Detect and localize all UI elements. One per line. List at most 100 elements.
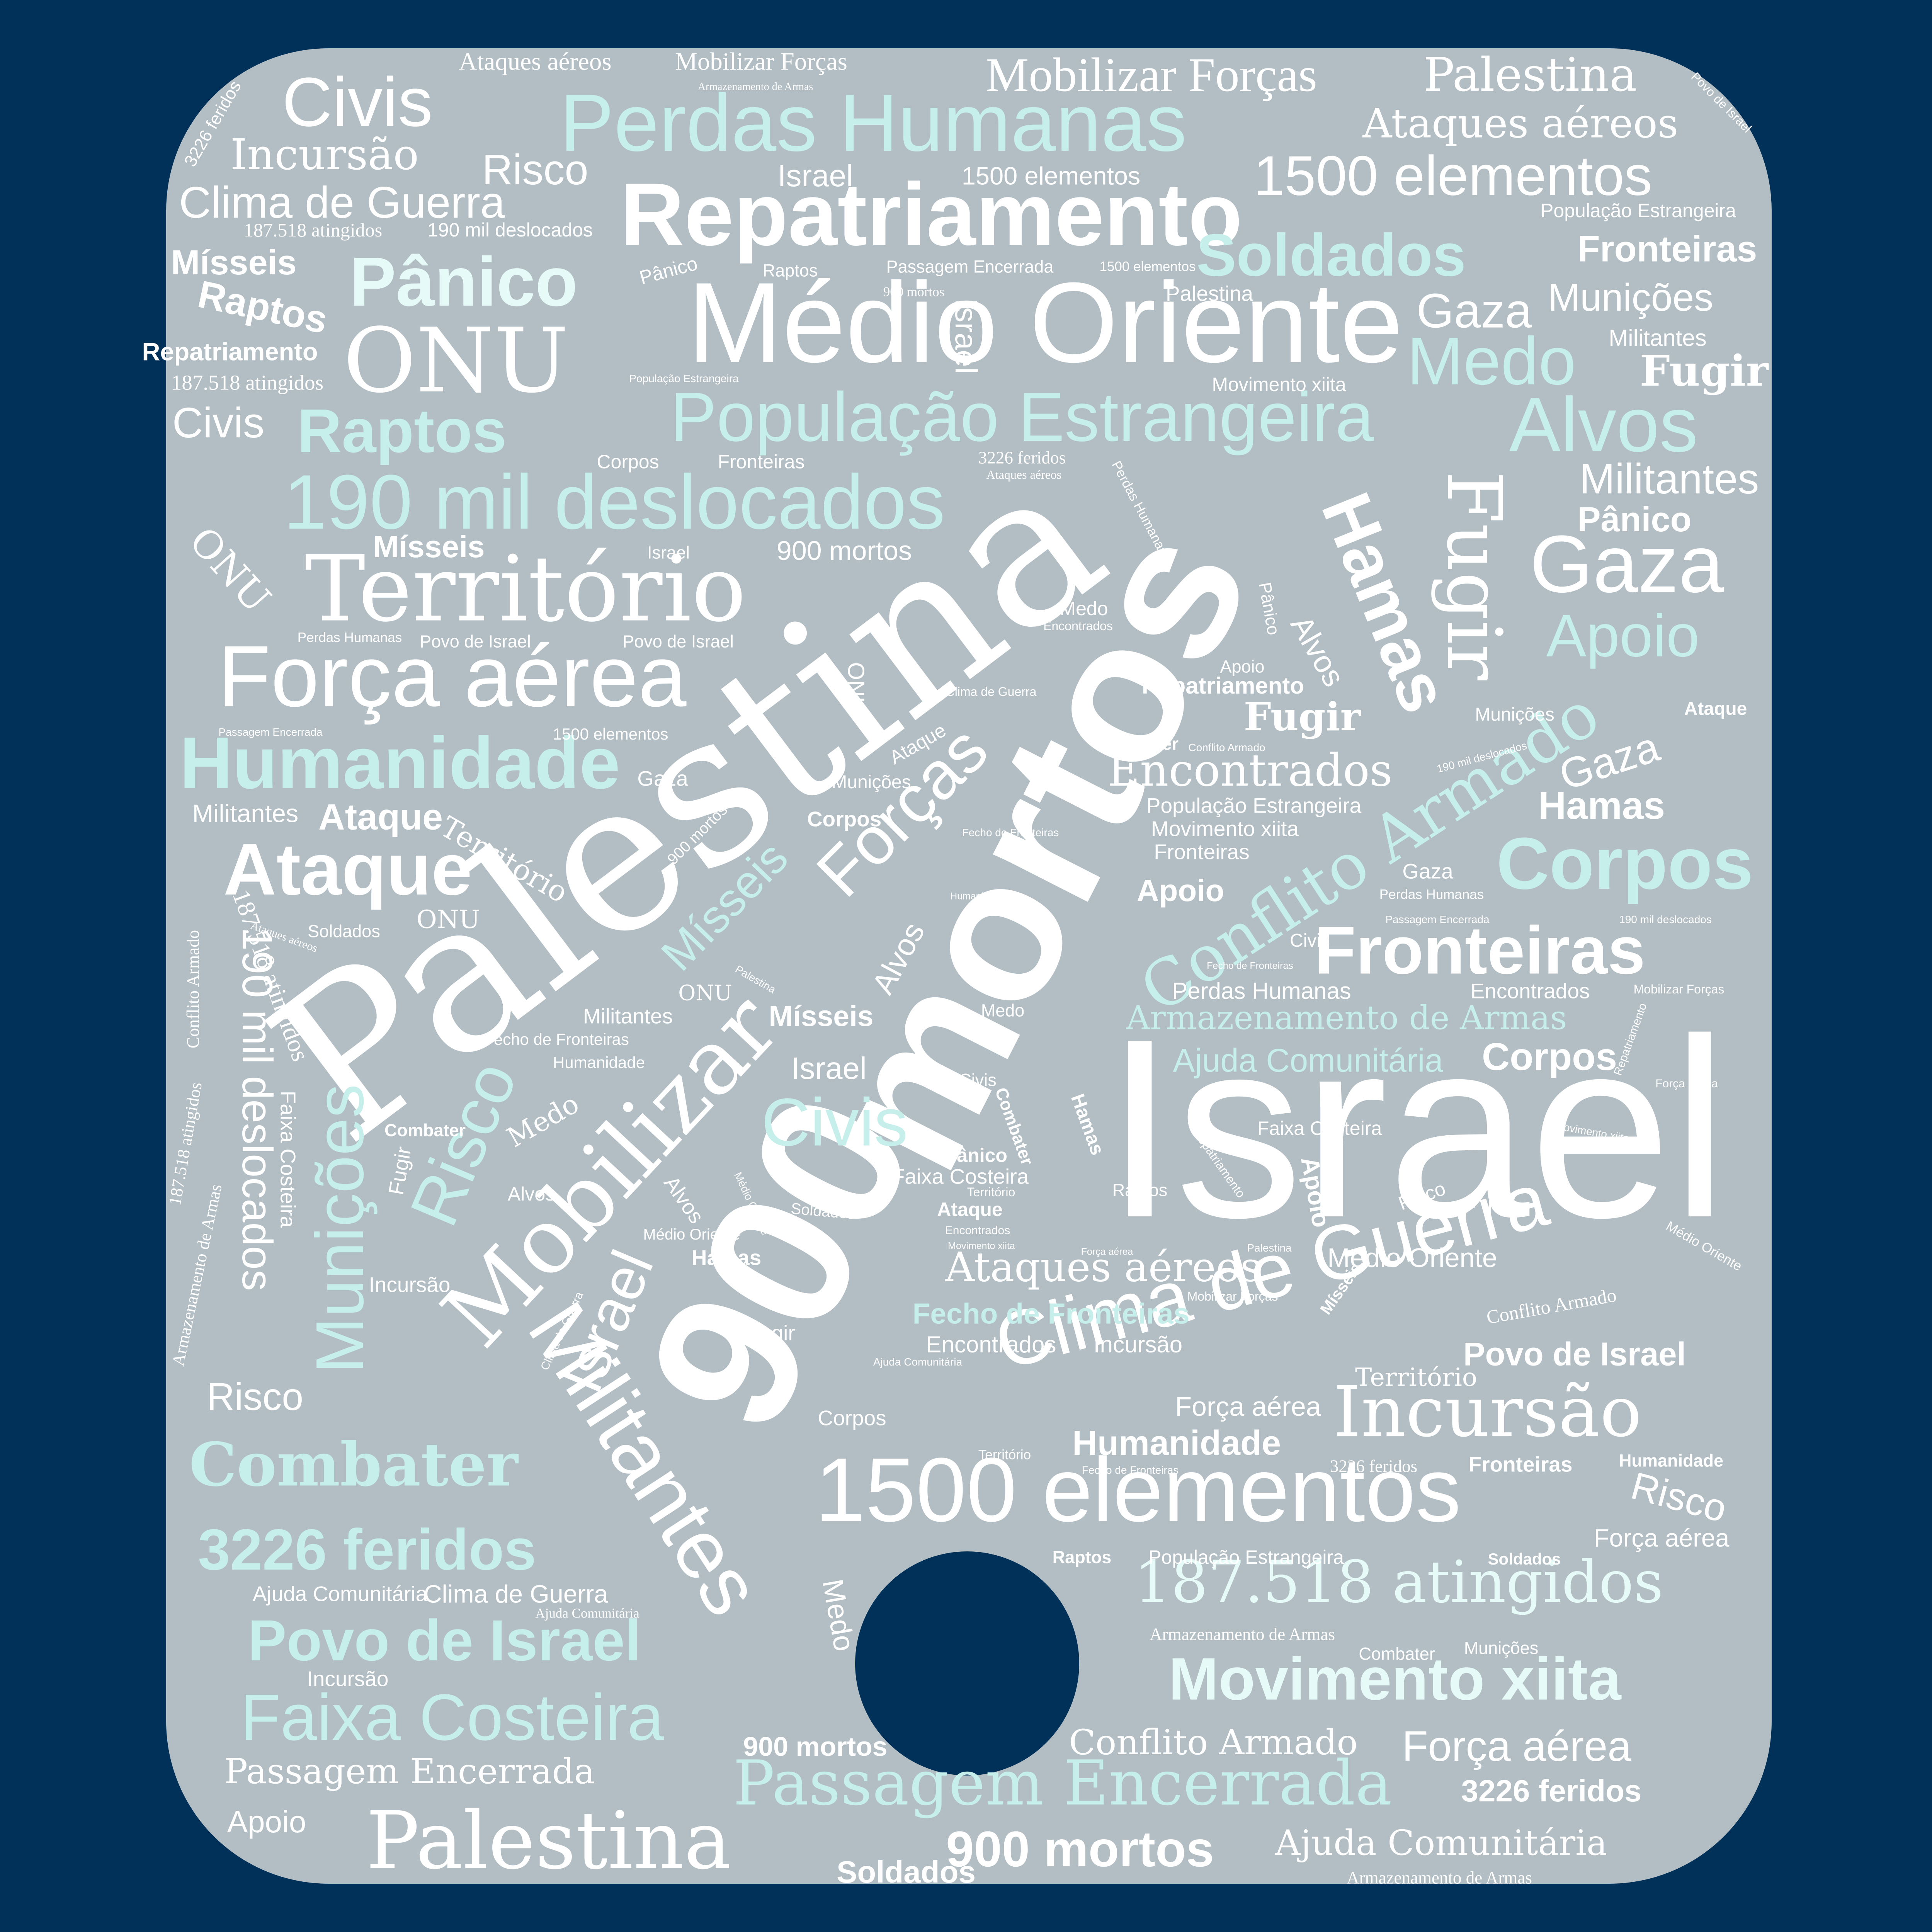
word-deslocados-top: 190 mil deslocados	[427, 219, 593, 241]
word-corpos-mid: Corpos	[1482, 1035, 1617, 1078]
word-conflito-armado-small: Conflito Armado	[1485, 1284, 1618, 1328]
word-faixa-costeira-small: Faixa Costeira	[1257, 1117, 1382, 1139]
word-gaza-big: Gaza	[1530, 519, 1724, 609]
word-populacao-small: População Estrangeira	[1541, 200, 1736, 221]
word-fecho-tiny-3: Fecho de Fronteiras	[1082, 1464, 1179, 1476]
word-incursao-top: Incursão	[230, 130, 419, 179]
word-incursao-mid: Incursão	[1093, 1332, 1183, 1357]
word-ataque-right: Ataque	[1684, 699, 1747, 719]
word-conflito-armado-tiny: Conflito Armado	[1188, 742, 1265, 753]
word-panico-big: Pânico	[349, 243, 578, 321]
word-ajuda-comunitaria: Ajuda Comunitária	[1173, 1042, 1443, 1079]
word-medo-small: Medo	[1060, 598, 1108, 619]
word-soldados-small: Soldados	[308, 921, 380, 941]
word-mobilizar-forcas-small: Mobilizar Forças	[1187, 1289, 1278, 1303]
word-municoes: Munições	[1548, 276, 1713, 319]
word-gaza-small-2: Gaza	[1402, 859, 1453, 883]
word-raptos-low: Raptos	[1052, 1547, 1112, 1567]
word-armazenamento-vertical: Armazenamento de Armas	[168, 1182, 226, 1368]
word-povo-de-israel-right: Povo de Israel	[1463, 1336, 1686, 1373]
word-190-mil-right-tiny: 190 mil deslocados	[1619, 913, 1712, 925]
word-fecho-tiny: Fecho de Fronteiras	[962, 827, 1059, 838]
word-fugir-mid: Fugir	[1243, 694, 1361, 740]
word-ataque-big: Ataque	[223, 828, 472, 910]
word-armazenamento: Armazenamento de Armas	[1126, 999, 1567, 1037]
word-armazenamento-bottom: Armazenamento de Armas	[1347, 1868, 1532, 1888]
word-humanidade: Humanidade	[179, 722, 621, 804]
word-combater-low: Combater	[1359, 1644, 1435, 1664]
word-raptos-left: Raptos	[194, 272, 332, 342]
card-hole	[855, 1551, 1079, 1776]
word-populacao-low: População Estrangeira	[1148, 1546, 1344, 1568]
word-militantes-small: Militantes	[1609, 325, 1707, 351]
word-apoio-small: Apoio	[1136, 873, 1225, 908]
word-municoes-small: Munições	[1475, 704, 1554, 725]
word-armazenamento-top-tiny: Armazenamento de Armas	[697, 81, 813, 93]
word-povo-de-israel-rotated: Povo de Israel	[1688, 69, 1755, 136]
word-medo: Medo	[1407, 323, 1576, 399]
word-misseis-small: Mísseis	[373, 529, 485, 564]
word-repatriamento-mid: Repatriamento	[1141, 673, 1304, 699]
word-1500-elementos-small: 1500 elementos	[1099, 259, 1196, 274]
word-apoio-right: Apoio	[1546, 602, 1700, 669]
word-medio-oriente-right: Médio Oriente	[1327, 1243, 1497, 1273]
word-hamas-low: Hamas	[691, 1245, 762, 1270]
word-encontrados-tiny-2: Encontrados	[945, 1224, 1010, 1237]
word-israel-large: Israel	[1104, 986, 1728, 1270]
word-risco-left: Risco	[206, 1375, 304, 1418]
word-apoio-low: Apoio	[227, 1804, 306, 1839]
word-ataques-aereos-tiny: Ataques aéreos	[986, 468, 1062, 481]
word-palestina-rotated-tiny: Palestina	[733, 963, 778, 996]
word-humanidade-mid: Humanidade	[1072, 1424, 1281, 1463]
word-faixa-costeira-vertical: Faixa Costeira	[276, 1090, 300, 1228]
word-alvos-small: Alvos	[507, 1183, 555, 1205]
word-ajuda-comunitaria-left: Ajuda Comunitária	[252, 1582, 428, 1606]
word-1500-elementos-tiny: 1500 elementos	[553, 725, 668, 743]
word-mobilizar-forcas-tiny: Mobilizar Forças	[1633, 982, 1725, 996]
word-corpos-low: Corpos	[818, 1406, 886, 1430]
word-1500-elementos: 1500 elementos	[815, 1439, 1461, 1541]
word-conflito-armado-low: Conflito Armado	[1069, 1722, 1358, 1763]
word-corpos-big: Corpos	[1496, 823, 1753, 905]
word-movimento-xiita-mid: Movimento xiita	[1151, 816, 1299, 841]
word-fecho-tiny-2: Fecho de Fronteiras	[1207, 960, 1293, 971]
word-civis-small: Civis	[1290, 930, 1330, 951]
word-clima-guerra-left: Clima de Guerra	[423, 1580, 608, 1608]
word-corpos-small: Corpos	[597, 451, 659, 473]
word-onu-mid: ONU	[678, 980, 732, 1005]
word-3226-feridos-tiny: 3226 feridos	[978, 448, 1066, 468]
word-1500-elementos-right: 1500 elementos	[1253, 144, 1652, 207]
word-conflito-vertical: Conflito Armado	[183, 930, 203, 1049]
word-onu-vertical: ONU	[843, 662, 869, 714]
word-passagem-low: Passagem Encerrada	[224, 1751, 595, 1792]
word-territorio: Território	[304, 536, 747, 642]
word-passagem-encerrada-tiny: Passagem Encerrada	[1385, 913, 1490, 925]
word-armazenamento-low: Armazenamento de Armas	[1150, 1624, 1335, 1644]
word-repatriamento-small: Repatriamento	[142, 337, 318, 366]
word-900-mortos-mid: 900 mortos	[776, 536, 912, 566]
word-incursao-left-mid: Incursão	[369, 1272, 451, 1297]
word-187518-atingidos: 187.518 atingidos	[1134, 1549, 1663, 1616]
word-perdas-humanas: Perdas Humanas	[560, 77, 1187, 168]
word-povo-de-israel-small-2: Povo de Israel	[622, 631, 734, 651]
word-israel-mid: Israel	[777, 158, 853, 193]
word-repatriamento: Repatriamento	[620, 165, 1243, 264]
word-perdas-humanas-right: Perdas Humanas	[1172, 978, 1351, 1004]
word-soldados-bottom: Soldados	[836, 1855, 976, 1889]
word-forca-aerea-low: Força aérea	[1402, 1723, 1631, 1770]
word-onu-small: ONU	[416, 905, 480, 934]
word-passagem-tiny: Passagem Encerrada	[218, 726, 323, 738]
word-combater-small: Combater	[1097, 734, 1179, 754]
word-faixa-costeira-mid: Faixa Costeira	[891, 1164, 1029, 1189]
word-ataques-aereos-top-small: Ataques aéreos	[459, 48, 612, 76]
word-povo-de-israel-small: Povo de Israel	[420, 631, 531, 651]
word-soldados-low: Soldados	[1488, 1550, 1561, 1568]
word-populacao-estrangeira: População Estrangeira	[670, 378, 1374, 456]
word-ataque-low: Ataque	[937, 1199, 1003, 1220]
word-fugir-right: Fugir	[1639, 346, 1769, 396]
word-israel-vertical: Israel	[949, 298, 983, 374]
word-perdas-humanas-small: Perdas Humanas	[297, 630, 402, 645]
word-militantes-right: Militantes	[1579, 455, 1759, 503]
word-encontrados-tiny: Encontrados	[1043, 619, 1113, 633]
